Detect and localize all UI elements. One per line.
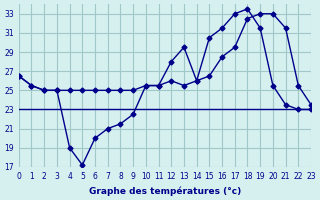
X-axis label: Graphe des températures (°c): Graphe des températures (°c) (89, 186, 241, 196)
